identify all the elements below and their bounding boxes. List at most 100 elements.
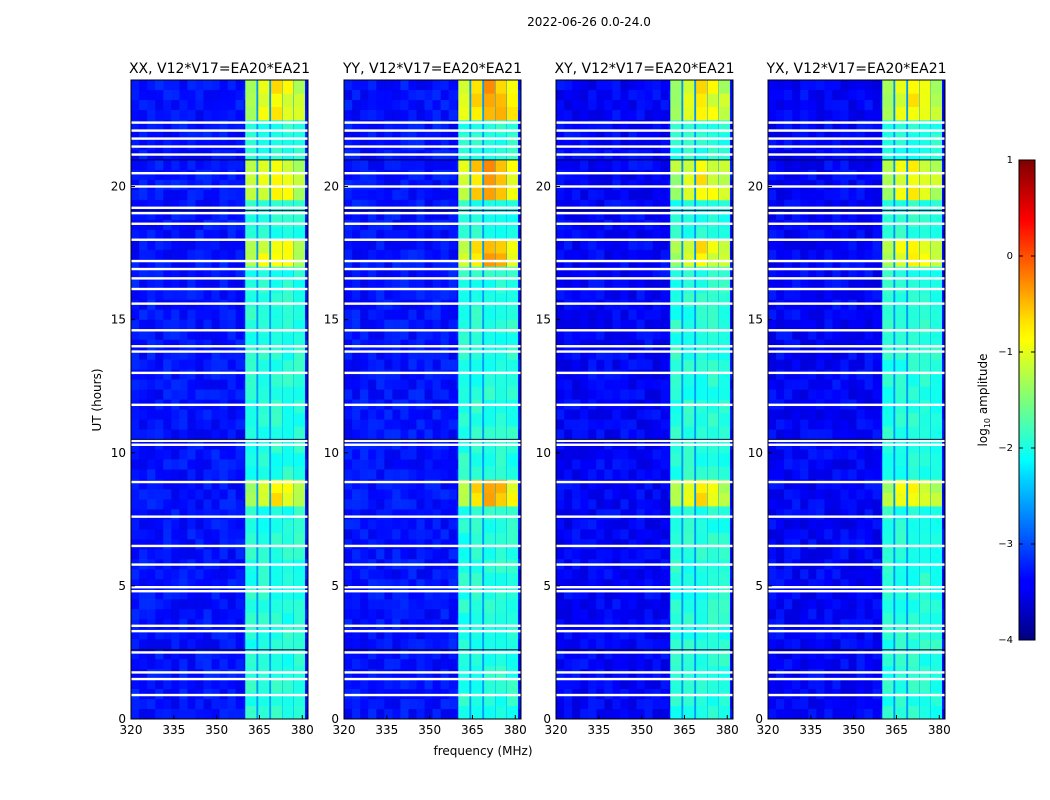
band-cell xyxy=(245,399,257,414)
band-cell xyxy=(495,213,507,227)
band-cell xyxy=(293,119,305,134)
band-cell xyxy=(245,93,257,108)
band-cell xyxy=(882,452,894,467)
band-cell xyxy=(895,306,907,321)
panel-frame xyxy=(343,79,522,720)
band-cell xyxy=(707,399,719,414)
band-cell xyxy=(882,439,894,454)
band-cell xyxy=(670,426,682,440)
flagged-row xyxy=(768,259,945,263)
flagged-row xyxy=(768,371,945,375)
flagged-row xyxy=(768,480,945,484)
band-cell xyxy=(495,479,507,494)
band-cell xyxy=(282,332,294,347)
band-cell xyxy=(930,213,942,227)
panel-title: XX, V12*V17=EA20*EA21 xyxy=(129,61,310,77)
band-cell xyxy=(683,679,695,693)
flagged-row xyxy=(344,238,521,241)
band-cell xyxy=(895,279,907,294)
band-cell xyxy=(718,332,730,347)
band-cell xyxy=(506,426,518,440)
band-cell xyxy=(670,119,682,134)
band-cell xyxy=(484,213,496,227)
band-cell xyxy=(930,412,942,427)
flagged-row xyxy=(131,259,308,263)
band-cell xyxy=(506,306,518,321)
band-cell xyxy=(683,226,695,241)
band-cell xyxy=(908,279,920,294)
band-cell xyxy=(245,239,257,254)
band-cell xyxy=(495,612,507,627)
band-cell xyxy=(484,306,496,321)
band-cell xyxy=(707,599,719,613)
band-cell xyxy=(707,545,719,560)
band-cell xyxy=(506,106,518,121)
band-cell xyxy=(471,119,483,134)
band-cell xyxy=(495,159,507,174)
flagged-row xyxy=(556,171,733,175)
band-cell xyxy=(458,572,470,587)
band-cell xyxy=(696,545,708,560)
band-cell xyxy=(683,239,695,254)
band-cell xyxy=(495,173,507,187)
band-cell xyxy=(495,545,507,560)
band-cell xyxy=(471,359,483,374)
band-cell xyxy=(495,652,507,667)
flagged-row xyxy=(768,586,945,589)
band-cell xyxy=(895,652,907,667)
band-cell xyxy=(696,306,708,321)
band-cell xyxy=(882,106,894,121)
band-cell xyxy=(506,479,518,494)
band-cell xyxy=(271,159,283,174)
flagged-row xyxy=(344,480,521,484)
band-cell xyxy=(718,585,730,600)
y-tick-label: 5 xyxy=(118,579,126,593)
band-cell xyxy=(696,213,708,227)
flagged-row xyxy=(556,329,733,332)
band-cell xyxy=(919,412,931,427)
band-cell xyxy=(245,652,257,667)
band-cell xyxy=(908,479,920,494)
band-cell xyxy=(484,266,496,281)
band-cell xyxy=(683,466,695,480)
x-tick-label: 380 xyxy=(716,723,739,737)
band-cell xyxy=(282,679,294,693)
flagged-row xyxy=(344,267,521,271)
band-cell xyxy=(245,585,257,600)
panel-title: XY, V12*V17=EA20*EA21 xyxy=(554,61,734,77)
band-cell xyxy=(471,452,483,467)
band-cell xyxy=(245,293,257,307)
band-cell xyxy=(882,133,894,147)
band-cell xyxy=(882,346,894,360)
band-cell xyxy=(495,306,507,321)
flagged-row xyxy=(556,677,733,681)
band-cell xyxy=(919,293,931,307)
band-cell xyxy=(282,639,294,653)
band-cell xyxy=(484,226,496,241)
band-cell xyxy=(258,572,270,587)
band-cell xyxy=(707,532,719,547)
figure-suptitle: 2022-06-26 0.0-24.0 xyxy=(527,15,651,29)
band-cell xyxy=(282,319,294,334)
x-tick-label: 335 xyxy=(375,723,398,737)
band-cell xyxy=(271,239,283,254)
band-cell xyxy=(696,559,708,573)
band-cell xyxy=(258,466,270,480)
band-cell xyxy=(495,93,507,108)
band-cell xyxy=(696,612,708,627)
colorbar-label: log10 amplitude xyxy=(976,354,992,447)
band-cell xyxy=(484,239,496,254)
band-cell xyxy=(293,346,305,360)
band-cell xyxy=(919,106,931,121)
band-cell xyxy=(506,532,518,547)
band-cell xyxy=(458,226,470,241)
band-cell xyxy=(919,306,931,321)
band-cell xyxy=(484,426,496,440)
band-cell xyxy=(882,186,894,201)
band-cell xyxy=(245,159,257,174)
band-cell xyxy=(908,372,920,387)
band-cell xyxy=(258,386,270,400)
band-cell xyxy=(707,426,719,440)
x-tick-label: 335 xyxy=(587,723,610,737)
band-cell xyxy=(930,159,942,174)
